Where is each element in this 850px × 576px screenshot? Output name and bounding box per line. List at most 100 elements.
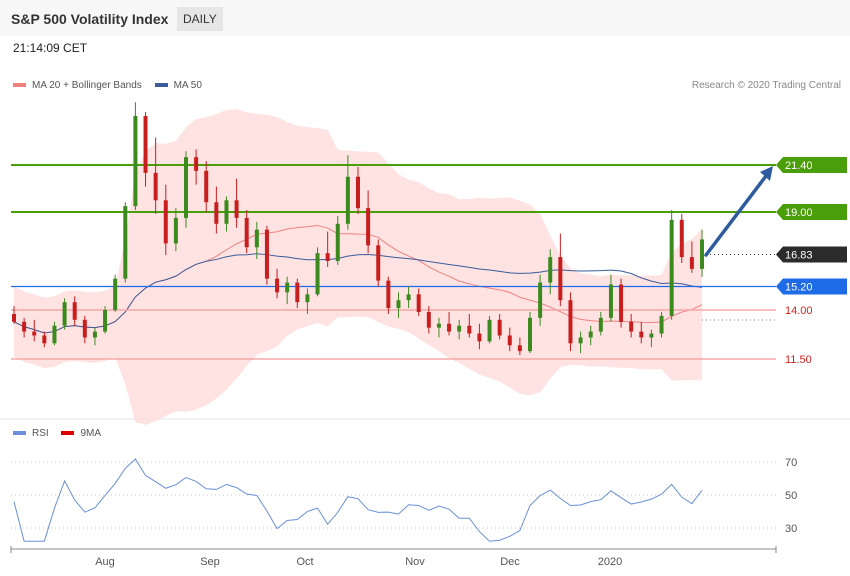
- candle-body: [679, 219, 684, 258]
- candle-body: [689, 257, 694, 269]
- panel-divider: [0, 418, 850, 420]
- candle-body: [416, 294, 421, 312]
- candle-body: [649, 333, 654, 338]
- candle-body: [396, 300, 401, 309]
- candle-body: [406, 294, 411, 301]
- level-label: 15.20: [785, 281, 813, 293]
- ma50-line: [13, 253, 703, 334]
- rsi-ma-label: 9MA: [80, 428, 102, 439]
- candle-body: [113, 278, 118, 311]
- candle-body: [12, 313, 16, 322]
- candle-body: [325, 253, 330, 262]
- bollinger-band: [14, 109, 702, 425]
- rsi-swatch: [13, 431, 26, 436]
- candle-body: [32, 331, 37, 336]
- chart-title: S&P 500 Volatility Index: [11, 11, 169, 27]
- candle-body: [103, 310, 108, 332]
- candle-body: [376, 245, 381, 281]
- candle-body: [700, 239, 704, 269]
- candle-body: [568, 300, 573, 344]
- candle-body: [619, 284, 624, 322]
- x-tick-label: Sep: [200, 556, 220, 568]
- x-tick-label: Dec: [500, 556, 520, 568]
- ma20-label: MA 20 + Bollinger Bands: [32, 80, 142, 91]
- rsi-line: [13, 458, 703, 542]
- rsi-tick-label: 50: [785, 490, 797, 502]
- candle-body: [163, 200, 168, 244]
- level-label: 21.40: [785, 160, 813, 172]
- candle-body: [528, 317, 532, 352]
- candle-body: [477, 333, 482, 342]
- level-tag-resistance: [776, 157, 847, 173]
- candle-body: [184, 157, 188, 218]
- ma20-swatch: [13, 83, 26, 88]
- candle-body: [447, 323, 452, 332]
- candle-body: [92, 331, 97, 338]
- candle-body: [578, 337, 583, 344]
- x-tick-label: Oct: [296, 556, 313, 568]
- candle-body: [335, 223, 340, 262]
- level-tag-pivot: [776, 278, 847, 295]
- candle-body: [143, 116, 148, 173]
- candle-body: [467, 325, 472, 334]
- candle-body: [264, 229, 269, 279]
- x-tick-label: 2020: [598, 556, 622, 568]
- candle-body: [669, 219, 674, 316]
- candle-body: [234, 200, 239, 218]
- candle-body: [224, 200, 229, 224]
- candle-body: [42, 335, 47, 344]
- candle-body: [517, 345, 522, 352]
- x-tick-label: Aug: [95, 556, 115, 568]
- candle-body: [548, 257, 553, 283]
- candle-body: [345, 176, 350, 224]
- candle-body: [588, 331, 593, 338]
- forecast-arrowhead: [760, 166, 773, 181]
- candle-body: [558, 257, 563, 301]
- candle-body: [426, 311, 431, 328]
- candle-body: [254, 229, 259, 248]
- copyright-note: Research © 2020 Trading Central: [691, 80, 841, 91]
- legend-ma50: MA 50: [154, 80, 202, 91]
- price-legend: MA 20 + Bollinger Bands MA 50: [13, 80, 212, 91]
- candle-body: [52, 325, 57, 344]
- candle-body: [153, 172, 158, 201]
- candle-body: [72, 302, 77, 320]
- candle-body: [285, 282, 290, 293]
- candle-body: [123, 206, 128, 279]
- candle-body: [487, 319, 492, 342]
- rsi-ma-swatch: [61, 431, 75, 436]
- candle-body: [62, 302, 67, 326]
- level-tag-last: [776, 246, 847, 263]
- candle-body: [82, 319, 87, 338]
- chart-header: S&P 500 Volatility Index DAILY: [0, 0, 850, 36]
- candle-body: [366, 208, 371, 246]
- level-label: 19.00: [785, 207, 813, 219]
- candle-body: [356, 176, 360, 209]
- candle-body: [608, 284, 613, 318]
- ma50-label: MA 50: [173, 80, 202, 91]
- level-label: 14.00: [785, 305, 813, 317]
- candle-body: [305, 294, 310, 303]
- candle-body: [629, 321, 634, 332]
- candle-body: [244, 217, 249, 248]
- candle-body: [295, 282, 300, 303]
- rsi-label: RSI: [32, 428, 49, 439]
- candle-body: [497, 319, 502, 336]
- legend-rsi: RSI: [13, 428, 49, 439]
- candle-body: [639, 331, 644, 338]
- forecast-arrow: [704, 174, 768, 257]
- candle-body: [659, 315, 664, 334]
- legend-rsi-ma: 9MA: [61, 428, 101, 439]
- level-label: 11.50: [785, 354, 812, 366]
- candle-body: [214, 202, 219, 224]
- rsi-tick-label: 70: [785, 457, 797, 469]
- period-badge[interactable]: DAILY: [177, 7, 223, 31]
- level-tag-resistance: [776, 204, 847, 221]
- candle-body: [204, 170, 209, 203]
- rsi-legend: RSI 9MA: [13, 428, 111, 439]
- candle-body: [22, 321, 27, 332]
- candle-body: [457, 325, 462, 332]
- candle-body: [315, 253, 320, 295]
- candle-body: [436, 323, 441, 328]
- level-label: 16.83: [785, 250, 813, 262]
